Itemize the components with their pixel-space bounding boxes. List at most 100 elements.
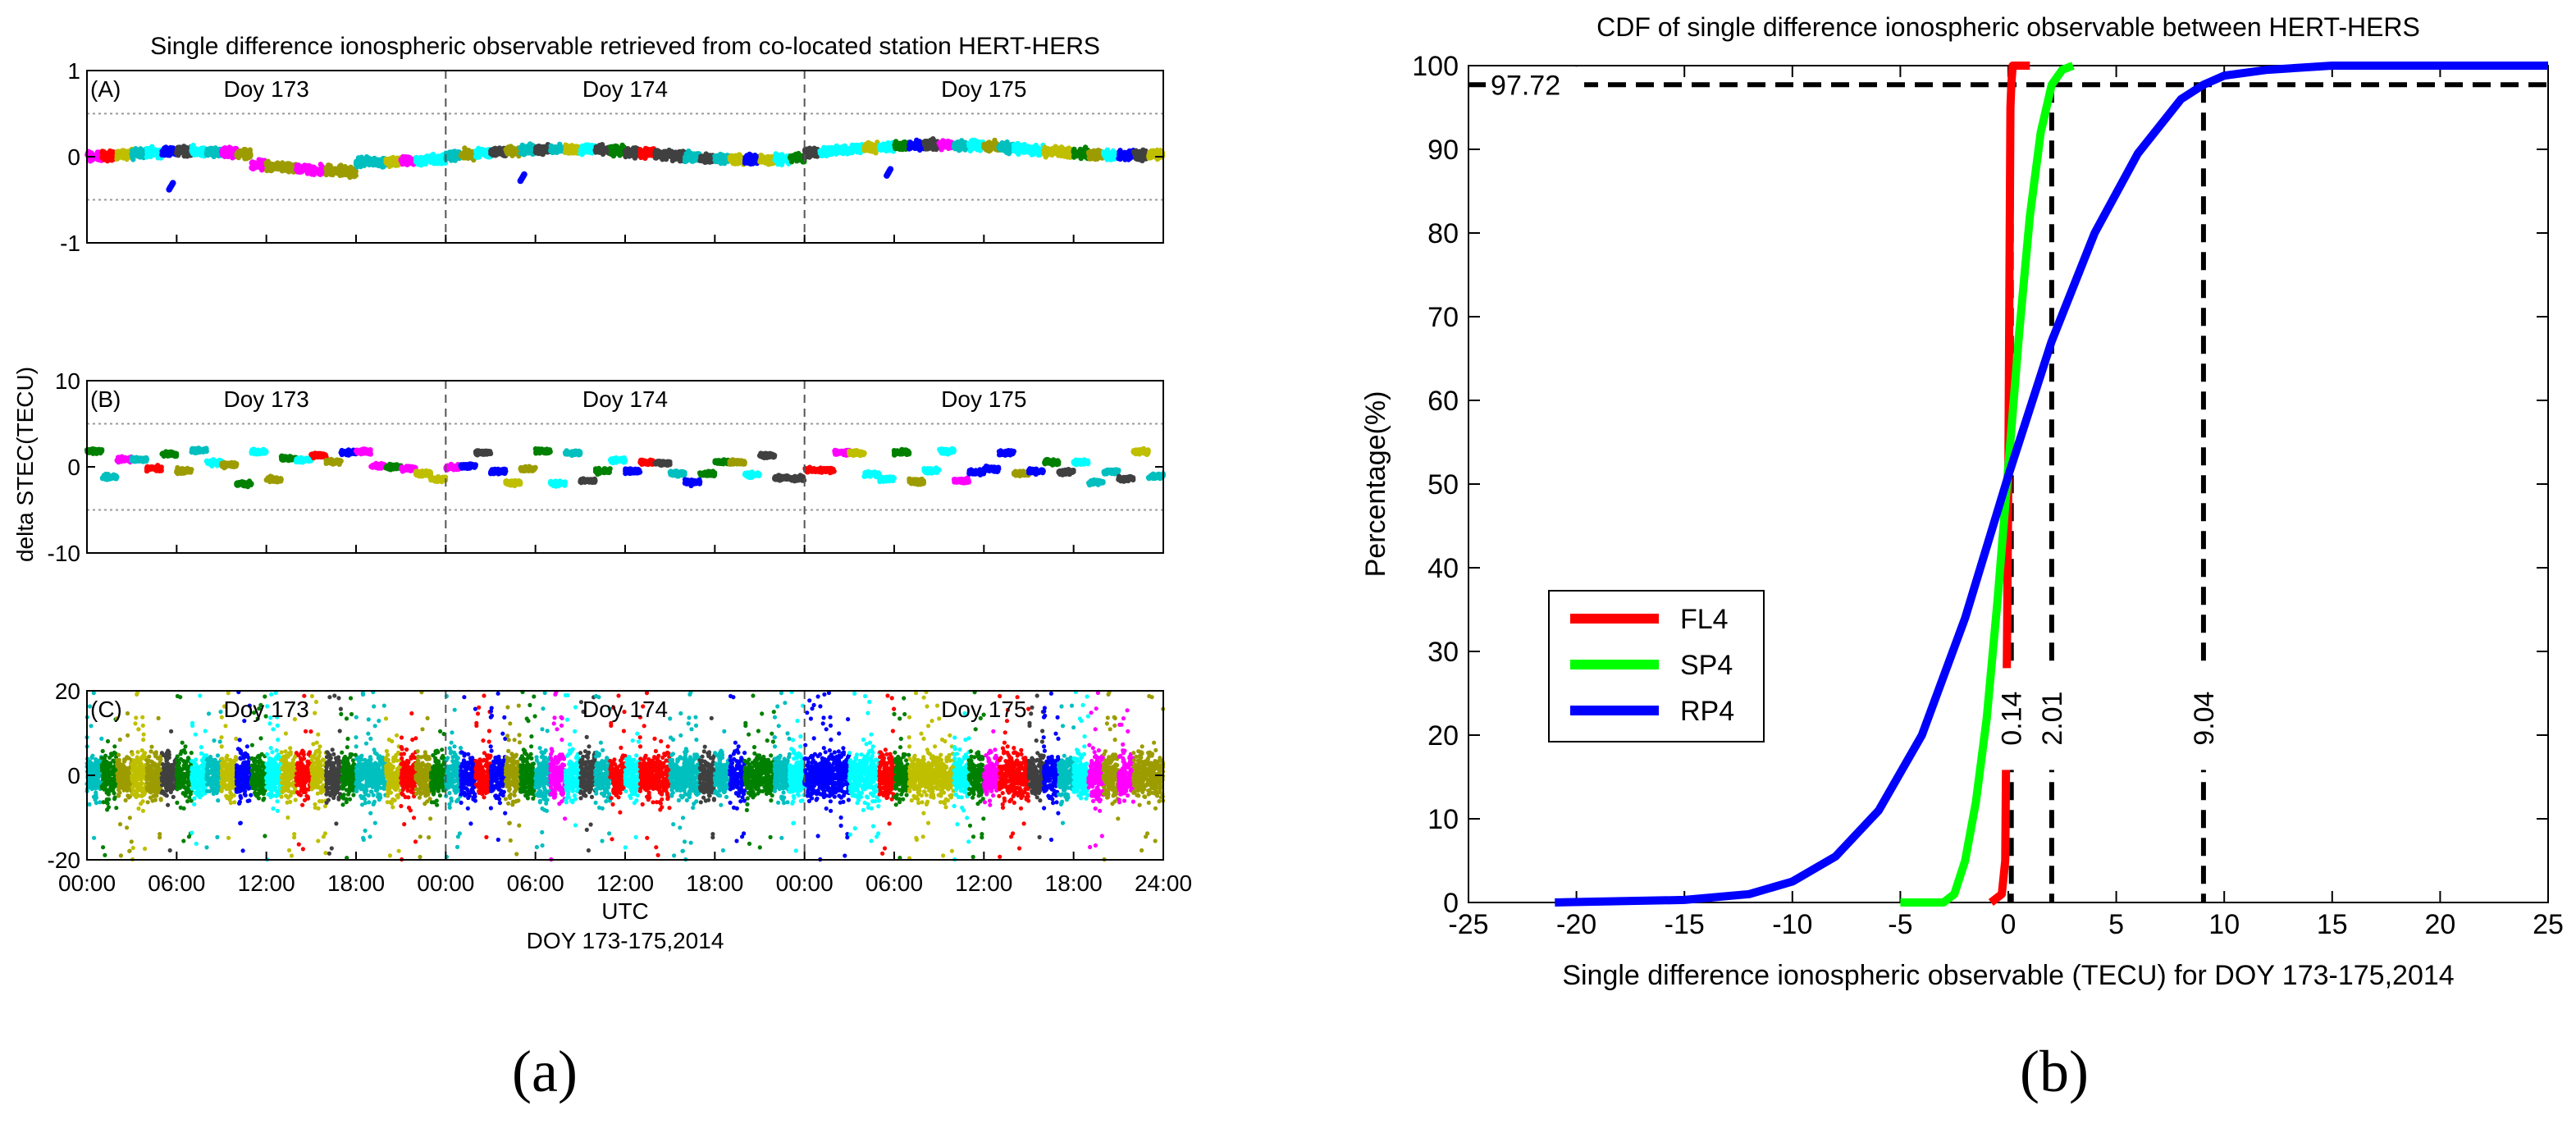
data-point — [742, 158, 747, 162]
data-point — [1140, 156, 1145, 161]
data-point — [941, 139, 946, 144]
data-point — [206, 150, 211, 155]
data-point — [930, 136, 935, 141]
data-point — [886, 143, 891, 148]
data-point — [1029, 146, 1034, 151]
data-point — [333, 167, 338, 172]
data-point — [749, 157, 754, 162]
data-point — [377, 158, 382, 163]
data-point — [631, 152, 636, 157]
data-point — [364, 160, 369, 165]
data-point — [863, 148, 868, 153]
figure: Single difference ionospheric observable… — [0, 0, 2576, 1124]
data-point — [1124, 154, 1129, 159]
data-point — [704, 151, 709, 156]
data-point — [877, 147, 882, 152]
data-point — [914, 138, 919, 143]
data-point — [212, 152, 217, 157]
data-point — [1034, 147, 1039, 152]
data-point — [352, 174, 357, 179]
data-point — [518, 147, 523, 152]
data-point — [984, 144, 989, 148]
data-point — [1138, 149, 1143, 154]
data-point — [1013, 147, 1018, 152]
data-point — [364, 154, 369, 159]
data-point — [281, 163, 286, 168]
data-point — [1087, 155, 1092, 160]
data-point — [247, 148, 252, 153]
data-point — [956, 143, 961, 148]
data-point — [369, 158, 374, 162]
data-point — [240, 148, 244, 153]
data-point — [491, 146, 496, 151]
data-point — [848, 148, 853, 153]
data-point — [1060, 148, 1065, 153]
data-point — [568, 145, 573, 150]
data-point — [972, 144, 977, 149]
data-point — [528, 145, 532, 150]
data-point — [235, 152, 240, 157]
data-point — [968, 148, 973, 153]
data-point — [105, 158, 110, 163]
data-point — [550, 147, 555, 152]
data-point — [669, 153, 674, 158]
data-point — [733, 153, 738, 158]
shared-y-axis-label: delta STEC(TECU) — [12, 367, 38, 562]
data-point — [802, 148, 807, 153]
data-point — [640, 149, 645, 154]
data-point — [181, 147, 186, 152]
data-point — [423, 157, 428, 162]
data-point — [475, 148, 480, 153]
data-point — [774, 154, 779, 159]
data-point — [527, 150, 532, 155]
data-point — [660, 153, 665, 158]
data-point — [922, 143, 927, 148]
data-point — [909, 143, 914, 148]
data-point — [692, 155, 697, 160]
data-point — [1133, 153, 1138, 158]
data-point — [597, 147, 602, 152]
data-point — [199, 150, 204, 155]
data-point — [474, 153, 479, 158]
data-point — [340, 170, 345, 175]
data-point — [480, 152, 485, 157]
data-point — [386, 161, 391, 166]
data-point — [121, 155, 126, 160]
data-point — [854, 148, 859, 153]
data-point — [1004, 144, 1009, 148]
data-point — [345, 166, 350, 171]
data-point — [222, 152, 227, 157]
data-point — [359, 155, 364, 160]
data-point — [1042, 148, 1047, 153]
data-point — [1047, 148, 1052, 153]
data-point — [738, 153, 742, 158]
data-point — [1101, 151, 1106, 156]
data-point — [881, 143, 886, 148]
data-point — [1079, 148, 1084, 153]
data-point — [324, 167, 329, 171]
data-point — [928, 141, 933, 146]
data-point — [943, 144, 948, 149]
data-point — [646, 150, 651, 155]
data-point — [510, 147, 515, 152]
data-point — [821, 148, 826, 153]
data-point — [794, 158, 799, 163]
data-point — [436, 161, 441, 166]
data-point — [686, 148, 691, 153]
data-point — [1108, 157, 1113, 162]
data-point — [968, 141, 973, 146]
subplot-A: Doy 173 Doy 174 Doy 175(A)10-1 — [60, 58, 1165, 256]
data-point — [581, 150, 586, 155]
data-point — [1018, 147, 1023, 152]
data-point — [991, 145, 996, 150]
data-point — [1118, 151, 1123, 156]
data-point — [130, 152, 135, 157]
data-point — [683, 154, 687, 159]
data-point — [916, 144, 920, 149]
data-point — [703, 157, 708, 162]
data-point — [654, 153, 659, 158]
data-point — [838, 147, 843, 152]
data-point — [428, 158, 433, 162]
data-point — [1071, 154, 1076, 159]
data-point — [313, 167, 318, 172]
